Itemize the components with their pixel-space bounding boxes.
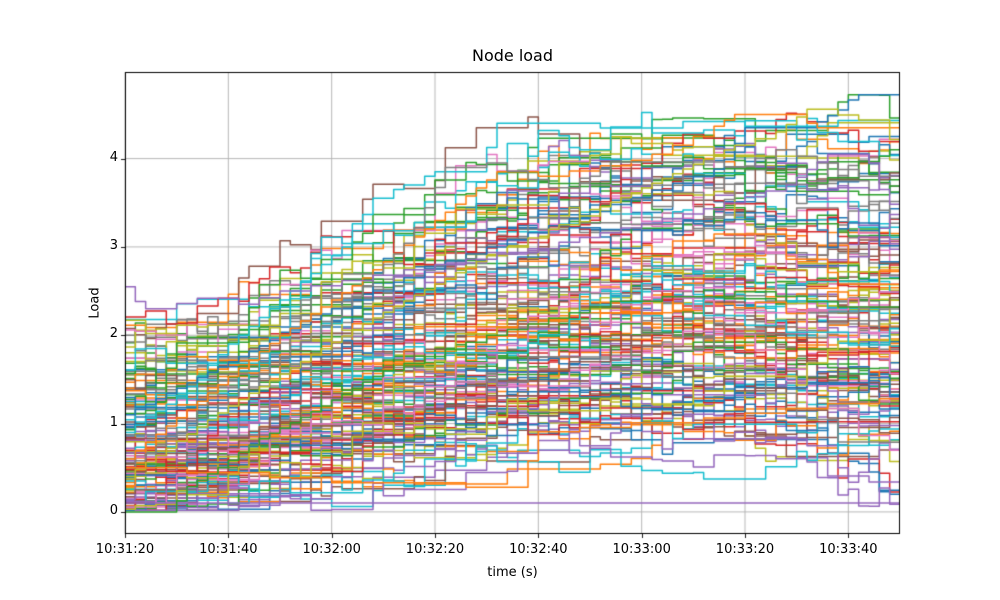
chart-title: Node load — [471, 46, 554, 65]
x-tick-label: 10:32:00 — [302, 542, 361, 557]
x-tick-label: 10:31:20 — [95, 542, 155, 557]
y-tick-label: 1 — [109, 414, 118, 430]
x-tick-label: 10:33:40 — [819, 542, 878, 557]
x-tick-label: 10:32:40 — [509, 542, 568, 557]
y-tick-label: 2 — [109, 326, 118, 342]
y-tick-label: 0 — [109, 502, 118, 518]
y-axis-label: Load — [87, 287, 103, 319]
y-tick-label: 4 — [109, 149, 118, 165]
y-tick-label: 3 — [109, 237, 118, 253]
x-tick-label: 10:33:20 — [715, 542, 775, 557]
x-tick-label: 10:31:40 — [199, 542, 258, 557]
x-tick-label: 10:33:00 — [612, 542, 671, 557]
x-axis-label: time (s) — [487, 565, 538, 580]
x-tick-label: 10:32:20 — [405, 542, 465, 557]
